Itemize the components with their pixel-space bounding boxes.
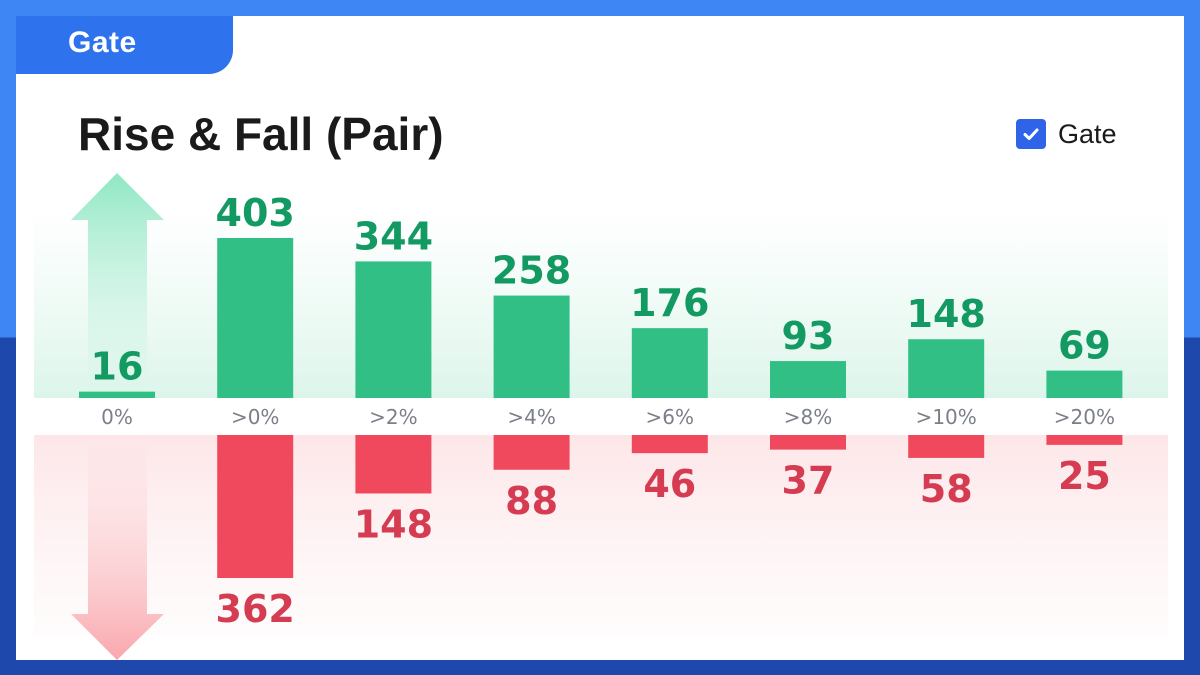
rise-value-label: 16 — [91, 345, 144, 389]
x-tick-label: 0% — [101, 405, 133, 429]
chart-card: Gate Rise & Fall (Pair) Gate — [16, 16, 1184, 660]
brand-logo: Gate — [68, 26, 137, 59]
rise-bar — [493, 295, 570, 398]
rise-value-label: 148 — [907, 292, 986, 336]
rise-band — [34, 206, 1168, 398]
rise-value-label: 93 — [782, 314, 835, 358]
fall-bar — [217, 435, 294, 578]
rise-value-label: 176 — [630, 281, 709, 325]
down-arrow-icon — [71, 446, 164, 660]
rise-bar — [217, 238, 294, 398]
rise-bar — [631, 328, 708, 398]
rise-bar — [79, 391, 155, 398]
rise-bar — [1046, 370, 1123, 398]
fall-value-label: 88 — [505, 479, 558, 523]
rise-bar — [770, 361, 846, 398]
brand-tab: Gate — [16, 16, 233, 74]
legend[interactable]: Gate — [1016, 118, 1117, 150]
fall-value-label: 148 — [354, 502, 433, 546]
fall-bar — [1046, 435, 1123, 445]
fall-bar — [770, 435, 846, 450]
x-tick-label: >20% — [1054, 405, 1115, 429]
fall-bar — [631, 435, 708, 454]
x-tick-label: >6% — [646, 405, 695, 429]
up-arrow-icon — [71, 173, 164, 388]
legend-label: Gate — [1058, 118, 1117, 149]
chart-title: Rise & Fall (Pair) — [78, 108, 444, 160]
rise-bar — [908, 339, 985, 398]
rise-value-label: 69 — [1058, 324, 1111, 368]
x-tick-label: >0% — [231, 405, 280, 429]
x-tick-label: >10% — [916, 405, 977, 429]
rise-value-label: 403 — [216, 191, 295, 235]
fall-value-label: 362 — [216, 587, 295, 631]
fall-value-label: 58 — [920, 467, 973, 511]
fall-bar — [355, 435, 432, 494]
fall-bar — [908, 435, 985, 458]
rise-value-label: 344 — [354, 214, 433, 258]
checkmark-icon — [1023, 128, 1039, 140]
fall-value-label: 37 — [782, 459, 835, 503]
rise-value-label: 258 — [492, 249, 571, 293]
x-tick-label: >2% — [369, 405, 418, 429]
fall-value-label: 46 — [643, 462, 696, 506]
fall-value-label: 25 — [1058, 454, 1111, 498]
rise-bar — [355, 261, 432, 398]
fall-band — [34, 435, 1168, 635]
x-tick-label: >4% — [507, 405, 556, 429]
rise-fall-chart: 16 0% 403 >0% 362 344 >2% 148 258 >4% 88 176 >6% 46 93… — [34, 173, 1168, 660]
legend-checkbox[interactable] — [1016, 119, 1046, 149]
x-tick-label: >8% — [784, 405, 833, 429]
fall-bar — [493, 435, 570, 470]
